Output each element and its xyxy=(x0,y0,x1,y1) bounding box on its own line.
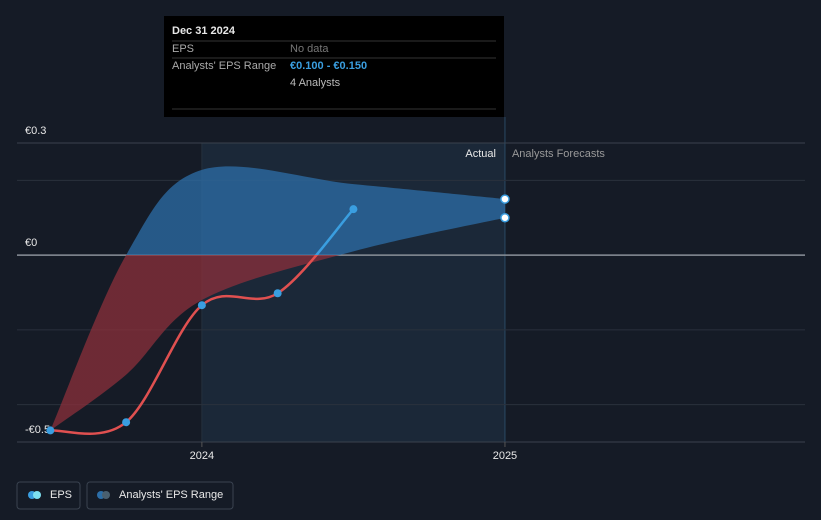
legend-label: Analysts' EPS Range xyxy=(119,489,223,501)
actual-label: Actual xyxy=(465,148,496,160)
forecast-label: Analysts Forecasts xyxy=(512,148,605,160)
eps-range-band xyxy=(50,166,505,431)
legend-swatch xyxy=(33,491,41,499)
eps-point xyxy=(197,301,206,310)
eps-point xyxy=(273,289,282,298)
eps-point xyxy=(46,426,55,435)
forecast-point xyxy=(500,194,510,204)
eps-point xyxy=(122,418,131,427)
tooltip-date: Dec 31 2024 xyxy=(172,25,236,37)
tooltip-box xyxy=(164,16,504,117)
legend-eps[interactable]: EPS xyxy=(16,481,81,510)
tooltip-analysts: 4 Analysts xyxy=(290,77,341,89)
eps-point xyxy=(349,205,358,214)
legend-range[interactable]: Analysts' EPS Range xyxy=(86,481,234,510)
tooltip-label: EPS xyxy=(172,43,194,55)
forecast-point xyxy=(500,213,510,223)
legend-button[interactable] xyxy=(86,481,234,510)
x-tick-label: 2024 xyxy=(190,450,214,462)
tooltip-value: No data xyxy=(290,43,329,55)
tooltip-label: Analysts' EPS Range xyxy=(172,60,276,72)
legend-swatch xyxy=(102,491,110,499)
legend-label: EPS xyxy=(50,489,72,501)
x-tick-label: 2025 xyxy=(493,450,517,462)
tooltip-value: €0.100 - €0.150 xyxy=(290,60,367,72)
legend-button[interactable] xyxy=(16,481,81,510)
y-tick-label: -€0.5 xyxy=(25,424,50,436)
y-tick-label: €0 xyxy=(25,237,37,249)
tooltip: Dec 31 2024 EPS No data Analysts' EPS Ra… xyxy=(164,16,504,117)
y-tick-label: €0.3 xyxy=(25,125,46,137)
